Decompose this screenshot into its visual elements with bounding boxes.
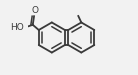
Text: O: O	[32, 6, 39, 15]
Text: HO: HO	[10, 23, 24, 32]
